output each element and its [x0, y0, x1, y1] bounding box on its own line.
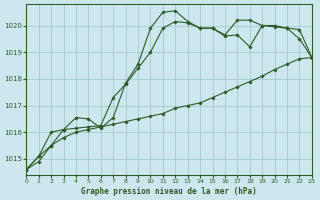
- X-axis label: Graphe pression niveau de la mer (hPa): Graphe pression niveau de la mer (hPa): [81, 187, 257, 196]
